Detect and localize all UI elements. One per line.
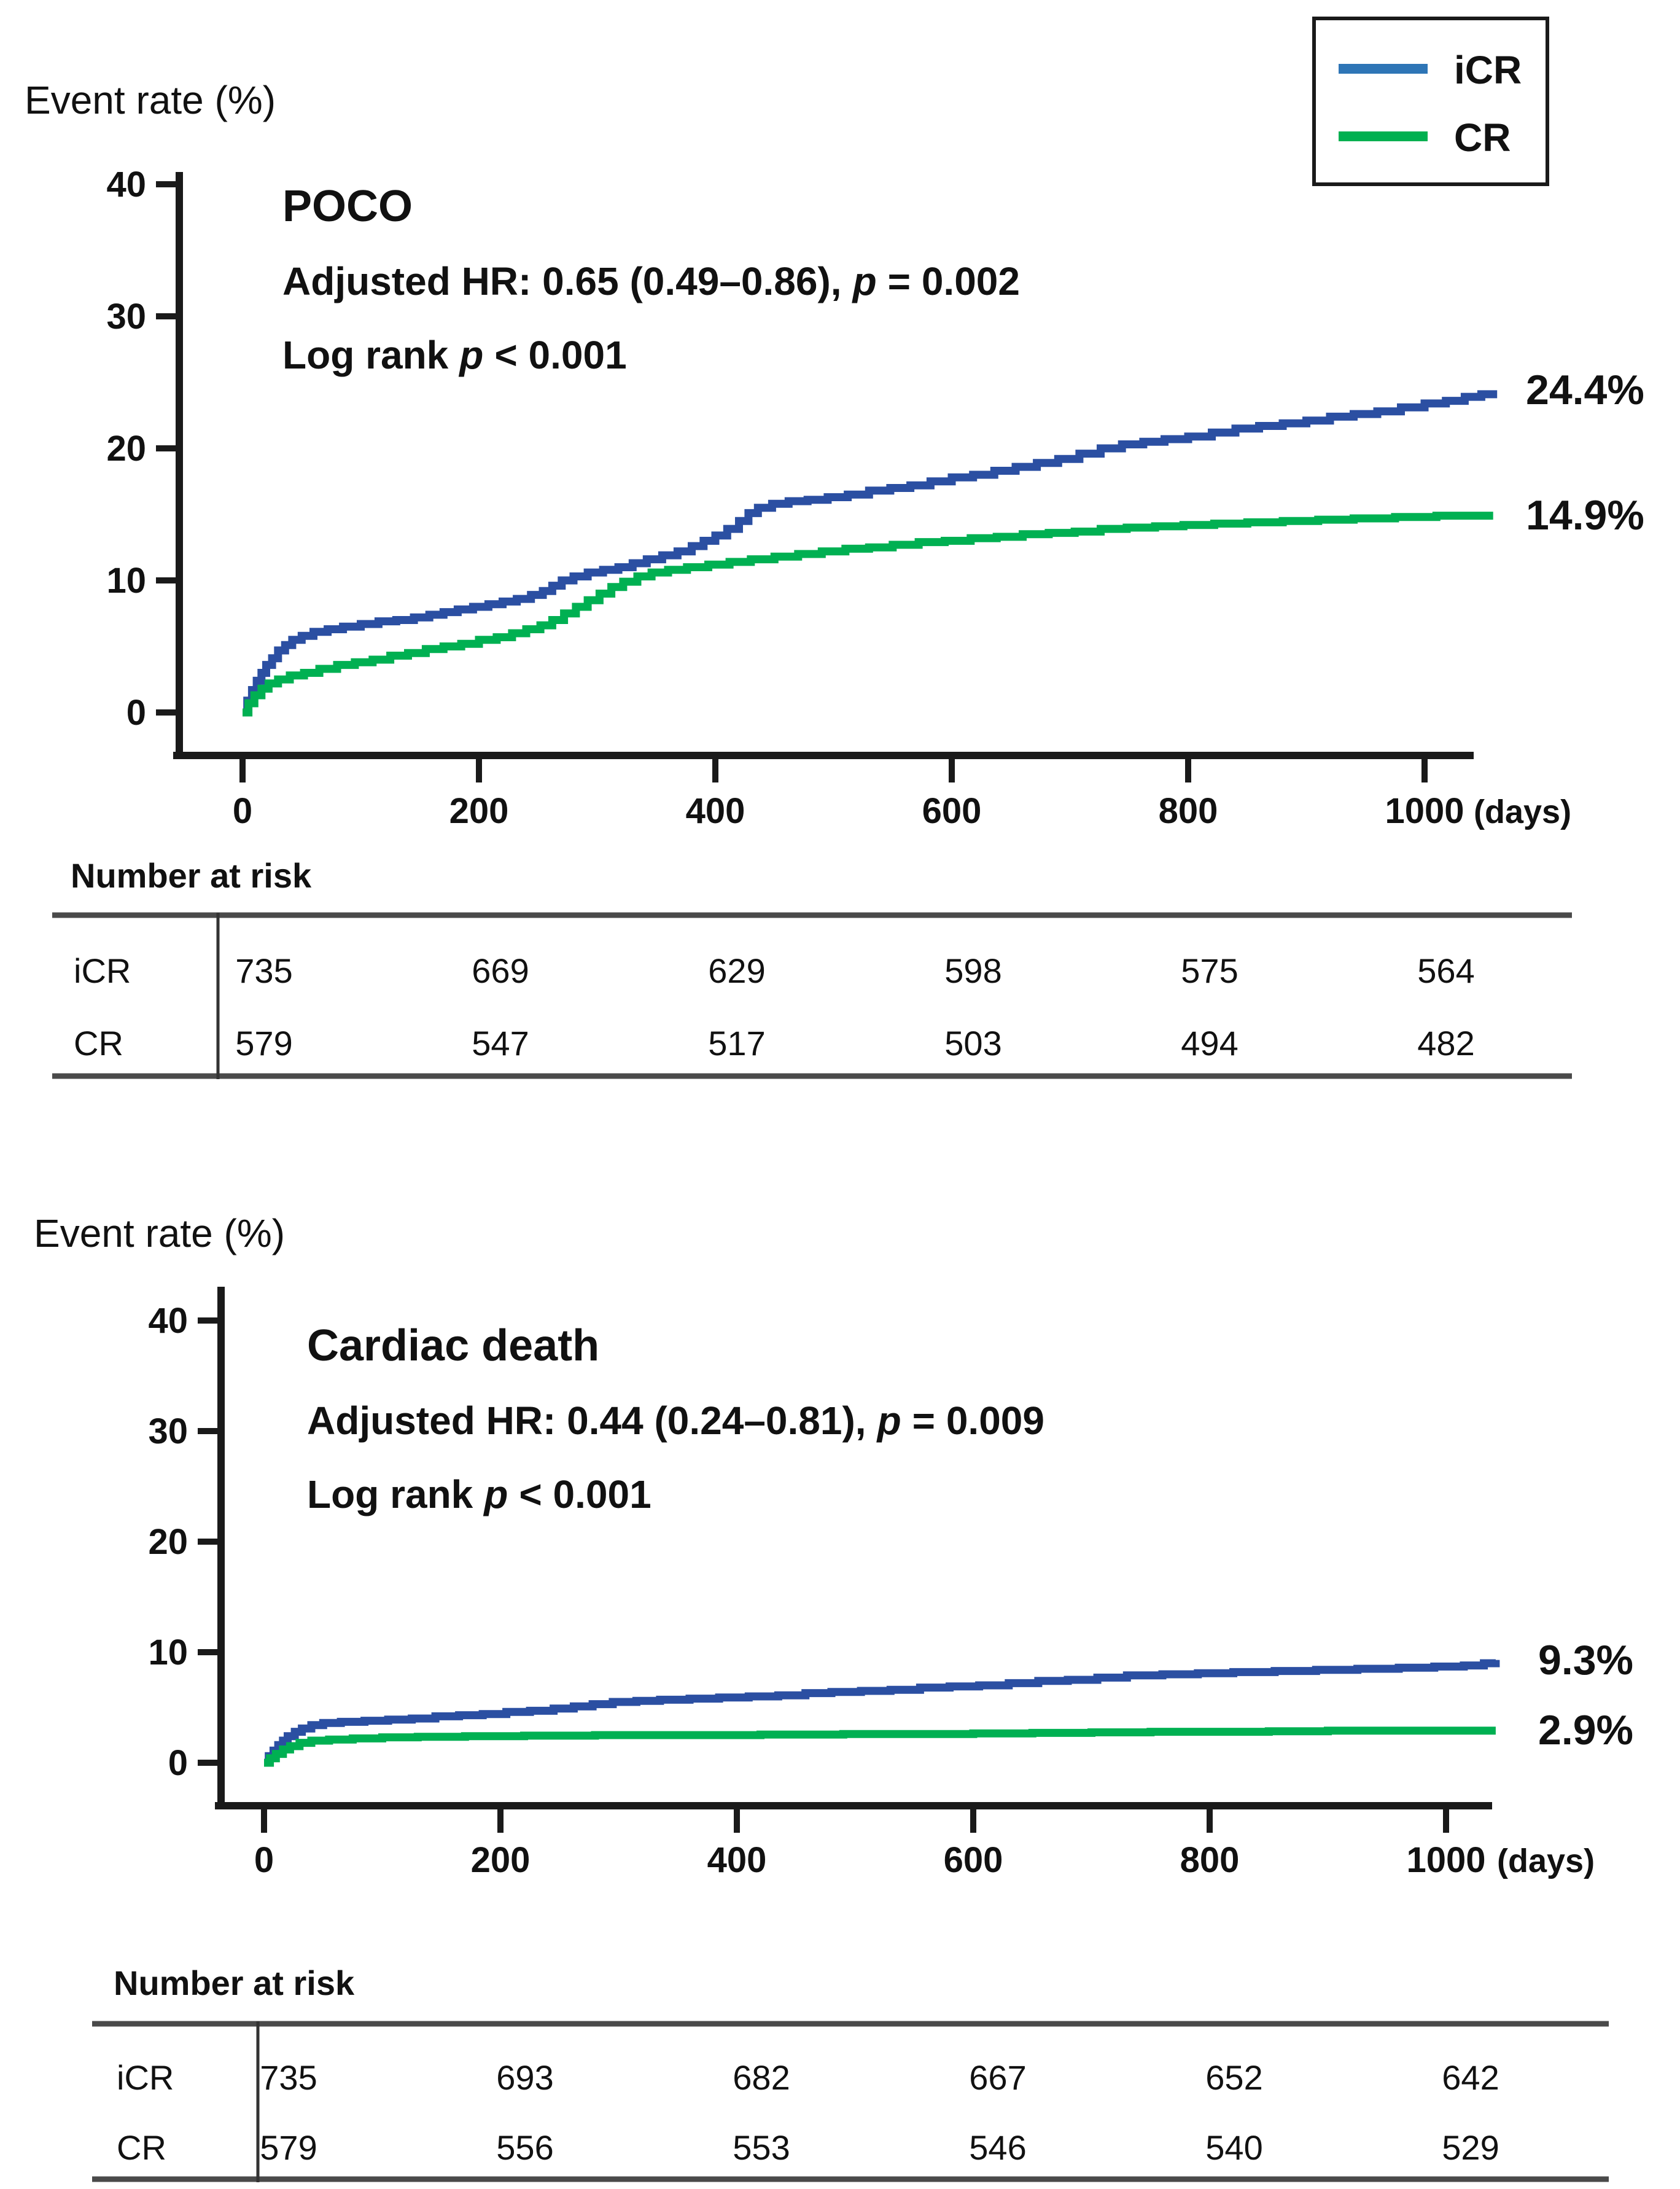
- end-label-cr: 2.9%: [1538, 1707, 1633, 1754]
- risk-value: 546: [969, 2128, 1026, 2167]
- x-tick-label: 800: [1180, 1840, 1240, 1880]
- x-tick-label: 400: [707, 1840, 767, 1880]
- y-tick-label: 10: [148, 1633, 188, 1672]
- risk-value: 652: [1205, 2058, 1262, 2097]
- risk-value: 564: [1417, 951, 1474, 990]
- legend-label-cr: CR: [1454, 115, 1511, 160]
- risk-value: 735: [235, 951, 292, 990]
- y-axis-title: Event rate (%): [25, 78, 276, 122]
- risk-value: 693: [496, 2058, 553, 2097]
- y-tick-label: 0: [168, 1743, 188, 1783]
- curves-cardiac-death: [264, 1659, 1500, 1767]
- logrank-annotation: Log rank p < 0.001: [282, 333, 627, 377]
- y-tick-label: 20: [106, 429, 146, 469]
- end-label-icr: 9.3%: [1538, 1637, 1633, 1684]
- risk-value: 669: [472, 951, 529, 990]
- hazard-ratio-annotation: Adjusted HR: 0.65 (0.49–0.86), p = 0.002: [282, 259, 1020, 303]
- risk-value: 579: [235, 1024, 292, 1063]
- x-tick-label: 800: [1159, 791, 1218, 831]
- x-tick-label: 1000: [1406, 1840, 1485, 1880]
- risk-value: 503: [944, 1024, 1001, 1063]
- risk-value: 553: [733, 2128, 790, 2167]
- curve-CR: [243, 512, 1493, 717]
- x-axis-unit-label: (days): [1497, 1843, 1595, 1879]
- x-tick-label: 0: [233, 791, 252, 831]
- x-tick-label: 600: [944, 1840, 1003, 1880]
- risk-table-title: Number at risk: [114, 1964, 355, 2002]
- x-axis-unit-label: (days): [1474, 794, 1571, 830]
- x-tick-label: 200: [449, 791, 509, 831]
- x-tick-label: 400: [686, 791, 745, 831]
- curve-iCR: [243, 390, 1498, 717]
- curves-poco: [243, 390, 1498, 717]
- curve-iCR: [264, 1659, 1500, 1767]
- legend-label-icr: iCR: [1454, 48, 1522, 92]
- y-tick-label: 40: [148, 1301, 188, 1341]
- y-axis-title: Event rate (%): [34, 1211, 285, 1255]
- risk-row-label: iCR: [74, 951, 131, 990]
- chart-title: Cardiac death: [307, 1321, 599, 1370]
- risk-value: 735: [260, 2058, 317, 2097]
- y-tick-label: 0: [126, 693, 146, 733]
- curve-CR: [264, 1727, 1496, 1767]
- hazard-ratio-annotation: Adjusted HR: 0.44 (0.24–0.81), p = 0.009: [307, 1399, 1044, 1443]
- risk-value: 529: [1442, 2128, 1499, 2167]
- risk-value: 494: [1181, 1024, 1238, 1063]
- risk-value: 667: [969, 2058, 1026, 2097]
- y-tick-label: 40: [106, 165, 146, 205]
- risk-value: 642: [1442, 2058, 1499, 2097]
- risk-row-label: CR: [74, 1024, 123, 1063]
- x-tick-label: 200: [471, 1840, 531, 1880]
- risk-value: 682: [733, 2058, 790, 2097]
- risk-table-poco: iCR 735 669 629 598 575 564 CR 579 547 517 503 494 48…: [74, 951, 1475, 1063]
- risk-value: 547: [472, 1024, 529, 1063]
- legend: iCR CR: [1312, 17, 1549, 186]
- x-tick-label: 0: [254, 1840, 274, 1880]
- x-tick-label: 600: [922, 791, 982, 831]
- risk-value: 517: [708, 1024, 765, 1063]
- x-tick-label: 1000: [1385, 791, 1464, 831]
- legend-box: [1312, 17, 1549, 186]
- risk-table-title: Number at risk: [71, 856, 312, 895]
- risk-value: 629: [708, 951, 765, 990]
- risk-row-label: CR: [117, 2128, 166, 2167]
- end-label-cr: 14.9%: [1526, 492, 1644, 539]
- risk-value: 575: [1181, 951, 1238, 990]
- risk-value: 579: [260, 2128, 317, 2167]
- risk-row-label: iCR: [117, 2058, 174, 2097]
- risk-value: 556: [496, 2128, 553, 2167]
- risk-value: 598: [944, 951, 1001, 990]
- risk-value: 540: [1205, 2128, 1262, 2167]
- end-label-icr: 24.4%: [1526, 367, 1644, 413]
- chart-title: POCO: [282, 182, 413, 231]
- logrank-annotation: Log rank p < 0.001: [307, 1472, 651, 1516]
- y-tick-label: 30: [148, 1411, 188, 1451]
- risk-table-cardiac-death: iCR 735 693 682 667 652 642 CR 579 556 553 546 540 52…: [117, 2058, 1499, 2167]
- y-tick-label: 20: [148, 1522, 188, 1562]
- y-tick-label: 10: [106, 561, 146, 601]
- y-tick-label: 30: [106, 297, 146, 337]
- risk-value: 482: [1417, 1024, 1474, 1063]
